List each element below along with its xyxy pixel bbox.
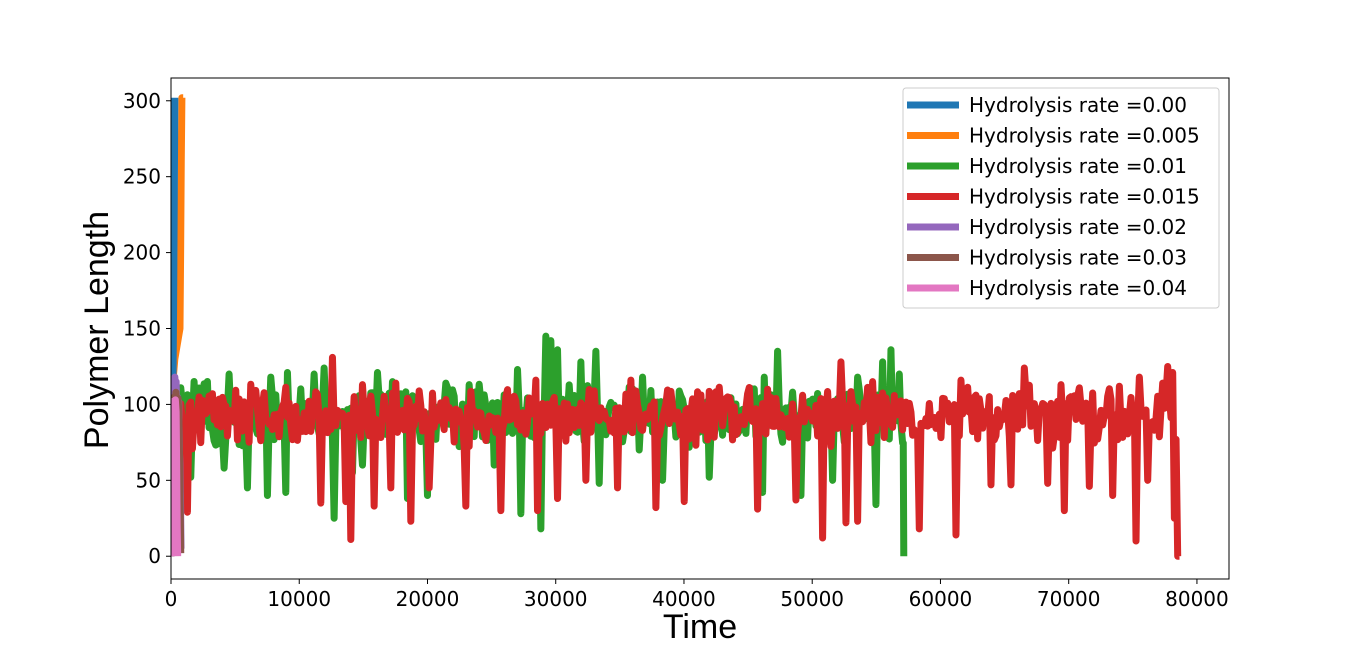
legend-box xyxy=(902,87,1220,309)
y-tick-label: 0 xyxy=(148,544,161,568)
x-tick-label: 20000 xyxy=(396,587,460,611)
y-tick-label: 200 xyxy=(123,241,161,265)
legend-label: Hydrolysis rate =0.005 xyxy=(969,124,1200,148)
x-tick-label: 60000 xyxy=(909,587,973,611)
legend-label: Hydrolysis rate =0.01 xyxy=(969,154,1187,178)
legend-label: Hydrolysis rate =0.00 xyxy=(969,93,1187,117)
y-tick-label: 150 xyxy=(123,317,161,341)
y-tick-label: 300 xyxy=(123,89,161,113)
y-axis: 0 50 100 150 200 250 300 xyxy=(123,89,171,568)
y-tick-label: 50 xyxy=(136,468,161,492)
x-tick-label: 50000 xyxy=(780,587,844,611)
x-axis-title: Time xyxy=(663,608,737,646)
y-axis-title: Polymer Length xyxy=(78,211,116,449)
x-tick-label: 70000 xyxy=(1037,587,1101,611)
legend-label: Hydrolysis rate =0.015 xyxy=(969,185,1200,209)
series-line-3 xyxy=(171,353,1183,560)
legend-label: Hydrolysis rate =0.04 xyxy=(969,276,1187,300)
y-tick-label: 250 xyxy=(123,165,161,189)
y-tick-label: 100 xyxy=(123,392,161,416)
series-layer xyxy=(171,94,1183,560)
x-axis: 0 10000 20000 30000 40000 50000 60000 70000 8000… xyxy=(165,579,1229,611)
x-tick-label: 10000 xyxy=(267,587,331,611)
x-tick-label: 30000 xyxy=(524,587,588,611)
x-tick-label: 80000 xyxy=(1165,587,1229,611)
legend: Hydrolysis rate =0.00 Hydrolysis rate =0.… xyxy=(902,87,1220,309)
series-line-6 xyxy=(171,396,182,557)
legend-label: Hydrolysis rate =0.02 xyxy=(969,215,1187,239)
x-tick-label: 40000 xyxy=(652,587,716,611)
x-tick-label: 0 xyxy=(165,587,178,611)
legend-label: Hydrolysis rate =0.03 xyxy=(969,246,1187,270)
